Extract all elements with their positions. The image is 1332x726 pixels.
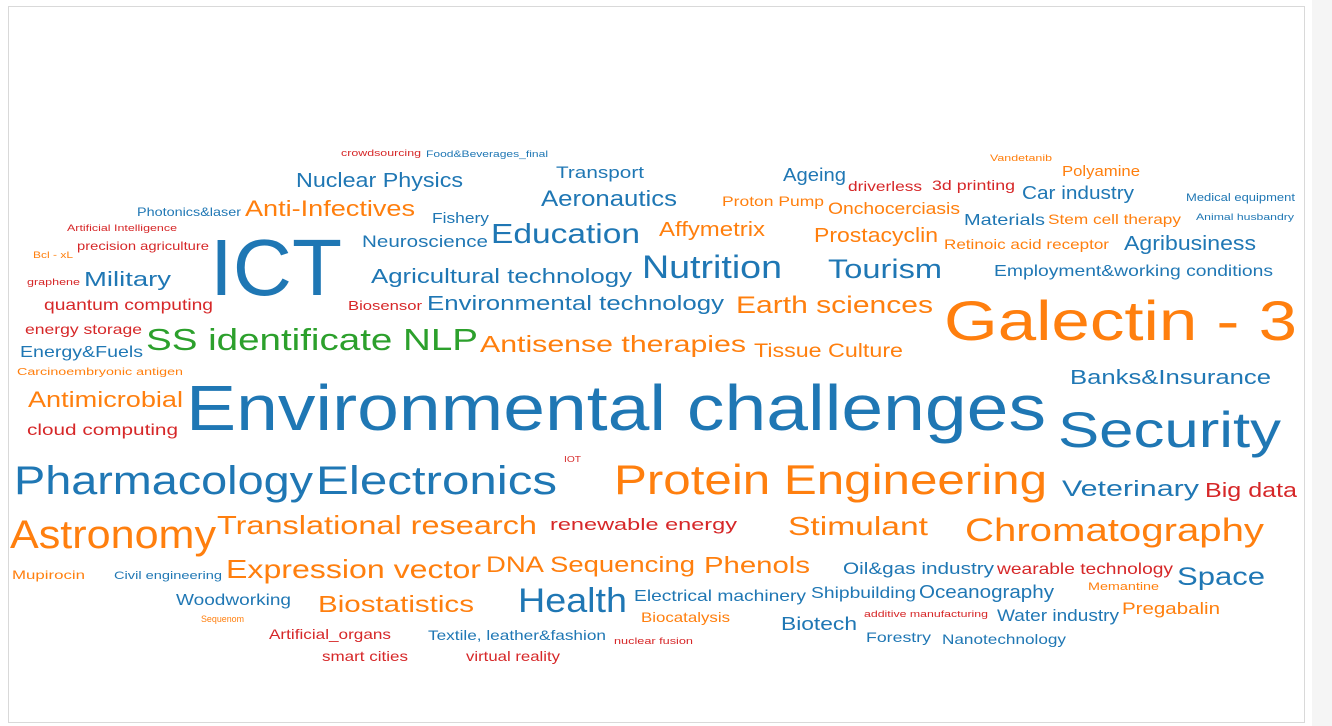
word: Neuroscience: [362, 232, 488, 251]
word: Stimulant: [788, 511, 929, 541]
word: Health: [518, 582, 627, 620]
word: Banks&Insurance: [1070, 367, 1271, 389]
word: ICT: [210, 223, 342, 312]
word: SS identificate NLP: [146, 322, 478, 357]
word: Fishery: [432, 210, 490, 227]
word: Stem cell therapy: [1048, 211, 1181, 227]
word: Nuclear Physics: [296, 170, 463, 192]
word: Medical equipment: [1186, 192, 1295, 204]
word: Proton Pump: [722, 193, 824, 209]
word: driverless: [848, 178, 922, 194]
word: Military: [84, 269, 171, 291]
word: Protein Engineering: [614, 456, 1047, 503]
word: energy storage: [25, 321, 142, 337]
word: Employment&working conditions: [994, 263, 1273, 280]
word: Translational research: [217, 510, 537, 540]
word: Education: [491, 218, 640, 249]
panel: [8, 6, 1305, 723]
word: nuclear fusion: [614, 636, 693, 646]
word: Photonics&laser: [137, 205, 241, 219]
word: Antisense therapies: [480, 331, 746, 357]
word: Chromatography: [965, 512, 1264, 548]
word: Electronics: [316, 459, 557, 503]
word: Electrical machinery: [634, 588, 806, 605]
word: cloud computing: [27, 422, 178, 439]
word: Forestry: [866, 629, 931, 645]
word: Expression vector: [226, 554, 481, 584]
word: Phenols: [704, 552, 810, 578]
word: additive manufacturing: [864, 609, 988, 619]
word: Space: [1177, 563, 1265, 591]
word: Polyamine: [1062, 163, 1140, 180]
word-cloud: crowdsourcing Food&Beverages_final Transpo…: [10, 148, 1298, 664]
word: renewable energy: [550, 515, 738, 534]
word: precision agriculture: [77, 239, 209, 253]
word: Energy&Fuels: [20, 344, 143, 361]
word: Biostatistics: [318, 591, 474, 617]
word: Retinoic acid receptor: [944, 236, 1109, 252]
word: Pregabalin: [1122, 599, 1220, 618]
word: DNA Sequencing: [486, 552, 695, 577]
word: Pharmacology: [14, 459, 313, 503]
word: Biocatalysis: [641, 609, 730, 625]
word: Anti-Infectives: [245, 196, 415, 221]
word: virtual reality: [466, 648, 560, 664]
word: Prostacyclin: [814, 225, 938, 247]
word: Aeronautics: [541, 186, 677, 211]
word: Memantine: [1088, 581, 1159, 593]
word: Vandetanib: [990, 153, 1052, 163]
word: Affymetrix: [659, 219, 765, 241]
word: Earth sciences: [736, 292, 933, 319]
word: Oceanography: [919, 582, 1054, 602]
word: Carcinoembryonic antigen: [17, 367, 183, 378]
word: 3d printing: [932, 177, 1015, 193]
word: smart cities: [322, 648, 408, 664]
word: Nutrition: [642, 249, 782, 285]
word: Agribusiness: [1124, 233, 1256, 255]
scrollbar: [1312, 0, 1332, 726]
word: Woodworking: [176, 592, 291, 609]
word: Food&Beverages_final: [426, 149, 548, 159]
word: Tourism: [828, 254, 942, 284]
word: Biosensor: [348, 298, 423, 313]
word: Galectin - 3: [944, 289, 1297, 352]
word: Tissue Culture: [754, 341, 903, 362]
word: Car industry: [1022, 183, 1134, 203]
word: Artificial_organs: [269, 626, 391, 642]
word: Artificial Intelligence: [67, 223, 177, 233]
word: Materials: [964, 212, 1045, 229]
word: Shipbuilding: [811, 585, 916, 602]
word: Astronomy: [10, 513, 216, 557]
word: Onchocerciasis: [828, 199, 960, 218]
word: wearable technology: [996, 561, 1173, 578]
word: Agricultural technology: [371, 266, 632, 288]
word: IOT: [564, 455, 581, 464]
word: Mupirocin: [12, 568, 85, 582]
word: crowdsourcing: [341, 148, 421, 158]
word: Nanotechnology: [942, 631, 1066, 647]
word: Big data: [1205, 480, 1298, 502]
word: Bcl - xL: [33, 250, 73, 260]
word: Environmental technology: [427, 293, 724, 315]
word: graphene: [27, 277, 80, 287]
word: Ageing: [783, 165, 846, 185]
word: Antimicrobial: [28, 387, 183, 412]
word: Textile, leather&fashion: [428, 627, 606, 643]
word: Water industry: [997, 606, 1120, 625]
word: quantum computing: [44, 297, 213, 314]
word: Veterinary: [1062, 476, 1199, 501]
word: Security: [1058, 402, 1281, 458]
word: Sequenom: [201, 614, 244, 624]
word: Transport: [556, 163, 644, 182]
word: Oil&gas industry: [843, 559, 995, 578]
word: Environmental challenges: [186, 372, 1046, 444]
word: Civil engineering: [114, 570, 222, 582]
word: Biotech: [781, 614, 857, 634]
word: Animal husbandry: [1196, 212, 1295, 222]
